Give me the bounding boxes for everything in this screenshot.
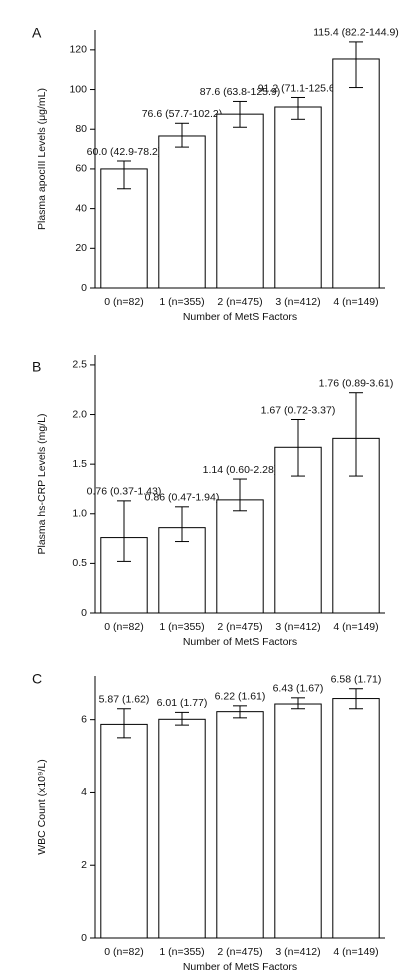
bar xyxy=(332,58,380,289)
bar xyxy=(158,718,206,939)
y-tick-label: 2.5 xyxy=(72,359,87,371)
value-label: 5.87 (1.62) xyxy=(99,694,150,706)
y-tick-label: 1.5 xyxy=(72,458,87,470)
x-tick-label: 0 (n=82) xyxy=(104,296,143,308)
x-tick-label: 4 (n=149) xyxy=(333,621,378,633)
bar xyxy=(332,698,380,939)
x-tick-label: 3 (n=412) xyxy=(275,296,320,308)
bar xyxy=(274,703,322,939)
value-label: 91.2 (71.1-125.6) xyxy=(258,82,339,94)
x-tick-label: 0 (n=82) xyxy=(104,946,143,958)
bar xyxy=(100,723,148,939)
panel-letter: C xyxy=(32,671,42,687)
value-label: 60.0 (42.9-78.2) xyxy=(87,146,162,158)
y-tick-label: 80 xyxy=(75,123,87,135)
value-label: 115.4 (82.2-144.9) xyxy=(313,27,399,39)
panel-letter: B xyxy=(32,359,41,375)
bar xyxy=(216,499,264,614)
y-tick-label: 2.0 xyxy=(72,408,87,420)
y-tick-label: 2 xyxy=(81,859,87,871)
y-tick-label: 40 xyxy=(75,202,87,214)
x-tick-label: 0 (n=82) xyxy=(104,621,143,633)
x-tick-label: 2 (n=475) xyxy=(217,946,262,958)
y-tick-label: 0 xyxy=(81,607,87,619)
y-tick-label: 100 xyxy=(69,83,87,95)
value-label: 1.14 (0.60-2.28) xyxy=(203,464,278,476)
value-label: 0.86 (0.47-1.94) xyxy=(145,492,220,504)
y-tick-label: 0.5 xyxy=(72,557,87,569)
x-tick-label: 2 (n=475) xyxy=(217,296,262,308)
x-tick-label: 2 (n=475) xyxy=(217,621,262,633)
value-label: 6.43 (1.67) xyxy=(273,683,324,695)
value-label: 87.6 (63.8-125.9) xyxy=(200,86,281,98)
value-label: 0.76 (0.37-1.43) xyxy=(87,486,162,498)
panel-letter: A xyxy=(32,25,42,41)
y-tick-label: 1.0 xyxy=(72,508,87,520)
x-axis-title: Number of MetS Factors xyxy=(183,636,297,648)
y-axis-title: Plasma apocIII Levels (μg/mL) xyxy=(36,88,48,230)
bar xyxy=(274,106,322,289)
x-tick-label: 4 (n=149) xyxy=(333,296,378,308)
y-tick-label: 120 xyxy=(69,44,87,56)
value-label: 6.01 (1.77) xyxy=(157,697,208,709)
bar xyxy=(158,135,206,289)
bar xyxy=(216,711,264,939)
y-tick-label: 60 xyxy=(75,163,87,175)
value-label: 1.76 (0.89-3.61) xyxy=(319,377,394,389)
x-tick-label: 3 (n=412) xyxy=(275,946,320,958)
y-tick-label: 4 xyxy=(81,786,87,798)
y-tick-label: 0 xyxy=(81,282,87,294)
x-tick-label: 3 (n=412) xyxy=(275,621,320,633)
y-tick-label: 20 xyxy=(75,242,87,254)
x-tick-label: 1 (n=355) xyxy=(159,296,204,308)
y-tick-label: 6 xyxy=(81,713,87,725)
value-label: 6.22 (1.61) xyxy=(215,691,266,703)
y-tick-label: 0 xyxy=(81,932,87,944)
value-label: 76.6 (57.7-102.2) xyxy=(142,108,223,120)
y-axis-title: WBC Count (x10⁹/L) xyxy=(36,759,48,855)
bar xyxy=(216,113,264,289)
x-tick-label: 1 (n=355) xyxy=(159,621,204,633)
y-axis-title: Plasma hs-CRP Levels (mg/L) xyxy=(36,413,48,554)
value-label: 6.58 (1.71) xyxy=(331,674,382,686)
x-tick-label: 4 (n=149) xyxy=(333,946,378,958)
x-tick-label: 1 (n=355) xyxy=(159,946,204,958)
x-axis-title: Number of MetS Factors xyxy=(183,961,297,972)
value-label: 1.67 (0.72-3.37) xyxy=(261,404,336,416)
x-axis-title: Number of MetS Factors xyxy=(183,311,297,323)
